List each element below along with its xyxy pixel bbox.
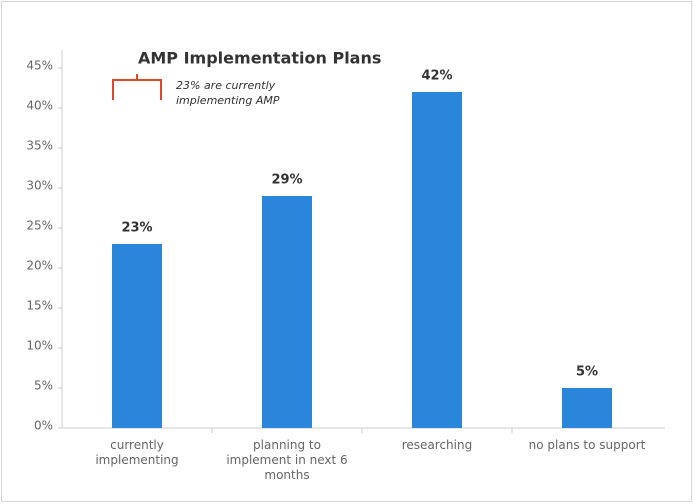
y-tick-label: 20%: [26, 259, 53, 273]
bar: [412, 92, 462, 428]
y-tick-label: 10%: [26, 339, 53, 353]
annotation: implementing AMP: [176, 94, 280, 107]
bar: [562, 388, 612, 428]
y-tick-label: 30%: [26, 179, 53, 193]
data-label: 5%: [576, 365, 598, 380]
y-tick-label: 35%: [26, 139, 53, 153]
bar: [262, 196, 312, 428]
annotation-bracket: [112, 74, 162, 100]
annotation: 23% are currently: [176, 79, 276, 92]
y-tick-label: 0%: [34, 419, 53, 433]
x-tick-label: no plans to support: [528, 438, 646, 452]
data-label: 23%: [121, 221, 152, 236]
y-tick-label: 40%: [26, 99, 53, 113]
y-tick-label: 5%: [34, 379, 53, 393]
chart-title: AMP Implementation Plans: [138, 49, 381, 68]
x-tick-label: planning to implement in next 6 months: [226, 438, 348, 482]
data-label: 29%: [271, 173, 302, 188]
data-label: 42%: [421, 69, 452, 84]
x-tick-label: researching: [401, 438, 473, 452]
y-tick-label: 45%: [26, 59, 53, 73]
y-tick-label: 25%: [26, 219, 53, 233]
y-tick-label: 15%: [26, 299, 53, 313]
bar: [112, 244, 162, 428]
x-tick-label: currently implementing: [95, 438, 179, 467]
